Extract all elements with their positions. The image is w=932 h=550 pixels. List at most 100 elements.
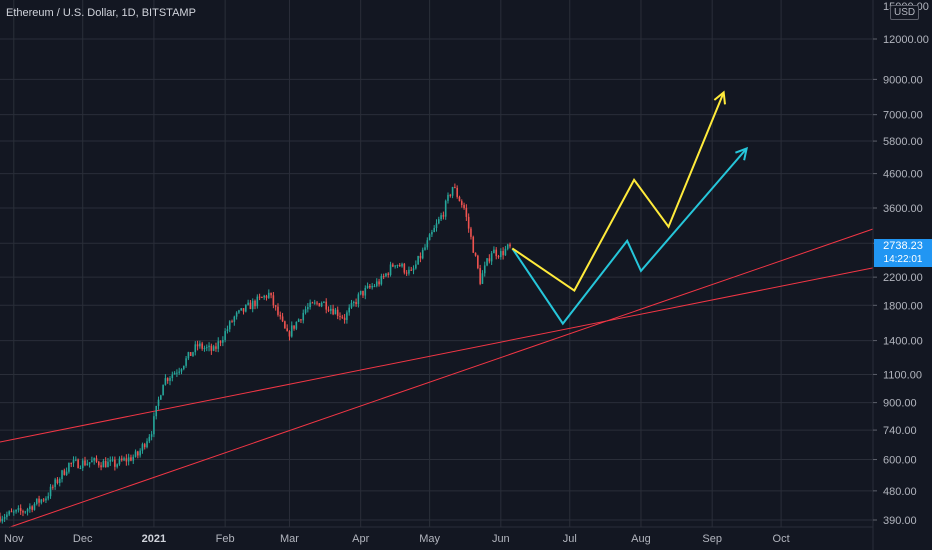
- last-price-value: 2738.23: [883, 240, 923, 252]
- candle-body: [169, 378, 171, 381]
- candle-body: [118, 458, 121, 465]
- candle-body: [192, 352, 194, 356]
- y-tick-label: 2200.00: [883, 272, 923, 284]
- candle-body: [272, 295, 275, 306]
- candle-body: [495, 249, 498, 257]
- candle-body: [506, 244, 509, 249]
- y-tick-label: 740.00: [883, 425, 917, 437]
- candle-body: [58, 478, 61, 484]
- y-tick-label: 480.00: [883, 486, 917, 498]
- candle-body: [1, 518, 4, 522]
- time-axis[interactable]: Nov Dec 2021 Feb Mar Apr May Jun Jul Aug Sep Oct: [4, 533, 790, 545]
- y-tick-label: 7000.00: [883, 110, 923, 122]
- candle-body: [320, 302, 323, 307]
- candle-body: [433, 227, 436, 233]
- candle-body: [185, 358, 187, 366]
- candle-body: [86, 463, 89, 466]
- candle-body: [454, 187, 456, 189]
- candle-body: [355, 302, 357, 305]
- candle-body: [493, 249, 495, 254]
- candle-body: [143, 444, 146, 448]
- y-tick-label: 3600.00: [883, 203, 923, 215]
- candle-body: [150, 434, 153, 437]
- currency-badge[interactable]: USD: [890, 5, 920, 20]
- y-tick-label: 1100.00: [883, 369, 922, 381]
- candle-body: [93, 458, 95, 461]
- candle-body: [284, 321, 286, 329]
- candle-body: [17, 508, 20, 510]
- candle-body: [72, 460, 75, 464]
- candle-body: [412, 268, 415, 271]
- candle-body: [84, 460, 86, 466]
- candle-body: [226, 329, 229, 332]
- candle-body: [196, 344, 199, 347]
- candle-body: [290, 325, 293, 337]
- candle-body: [224, 331, 226, 341]
- candle-body: [385, 273, 387, 277]
- candle-body: [187, 352, 190, 359]
- candle-body: [127, 457, 130, 462]
- lower-trendline[interactable]: [9, 228, 874, 528]
- candle-body: [26, 509, 29, 512]
- x-tick-label: Oct: [773, 533, 790, 545]
- candle-body: [203, 348, 206, 350]
- candle-body: [265, 295, 268, 298]
- candle-body: [431, 232, 433, 235]
- candle-body: [88, 462, 91, 464]
- candle-body: [286, 328, 288, 332]
- candle-body: [366, 285, 369, 288]
- candle-body: [307, 307, 309, 310]
- projections[interactable]: [511, 90, 749, 326]
- price-axis[interactable]: 12000.00 9000.00 7000.00 5800.00 4600.00 3600…: [873, 1, 929, 527]
- candle-body: [302, 312, 305, 321]
- candle-body: [444, 200, 447, 217]
- candle-body: [42, 499, 45, 501]
- yellow-projection-arrowhead: [713, 90, 726, 105]
- candle-body: [208, 345, 210, 348]
- candle-body: [91, 460, 93, 463]
- candle-body: [65, 471, 68, 475]
- candle-body: [70, 462, 73, 464]
- candle-body: [274, 305, 277, 307]
- cyan-projection-arrowhead: [735, 146, 749, 161]
- candle-body: [463, 204, 465, 208]
- candle-body: [222, 340, 224, 343]
- candle-body: [267, 292, 270, 298]
- candle-body: [125, 458, 128, 462]
- candle-body: [240, 308, 243, 311]
- candle-body: [231, 321, 233, 323]
- candle-body: [178, 371, 180, 373]
- candle-body: [375, 281, 378, 287]
- cyan-projection[interactable]: [511, 147, 748, 326]
- candle-body: [311, 302, 314, 304]
- candle-body: [233, 316, 236, 322]
- candle-body: [254, 300, 256, 307]
- candle-body: [141, 444, 144, 451]
- candle-body: [502, 251, 504, 256]
- candle-body: [153, 416, 155, 435]
- x-tick-label: 2021: [142, 533, 166, 545]
- yellow-projection[interactable]: [511, 92, 725, 292]
- candle-body: [3, 517, 6, 519]
- candle-body: [456, 187, 458, 197]
- upper-trendline[interactable]: [0, 267, 874, 443]
- chart-title: Ethereum / U.S. Dollar, 1D, BITSTAMP: [6, 7, 196, 19]
- x-tick-label: Jul: [563, 533, 577, 545]
- candle-body: [435, 223, 438, 228]
- candle-body: [437, 219, 440, 224]
- candle-body: [155, 405, 158, 417]
- candle-body: [288, 331, 291, 337]
- candle-body: [451, 187, 454, 196]
- candle-body: [270, 292, 272, 296]
- candle-body: [189, 352, 192, 356]
- candle-body: [52, 486, 54, 488]
- candle-body: [442, 215, 445, 217]
- trendlines[interactable]: [0, 228, 874, 528]
- candle-body: [348, 307, 351, 313]
- candle-body: [410, 269, 413, 271]
- candle-body: [120, 458, 123, 461]
- bar-countdown: 14:22:01: [883, 254, 923, 265]
- candle-body: [8, 511, 10, 515]
- candle-body: [419, 255, 422, 259]
